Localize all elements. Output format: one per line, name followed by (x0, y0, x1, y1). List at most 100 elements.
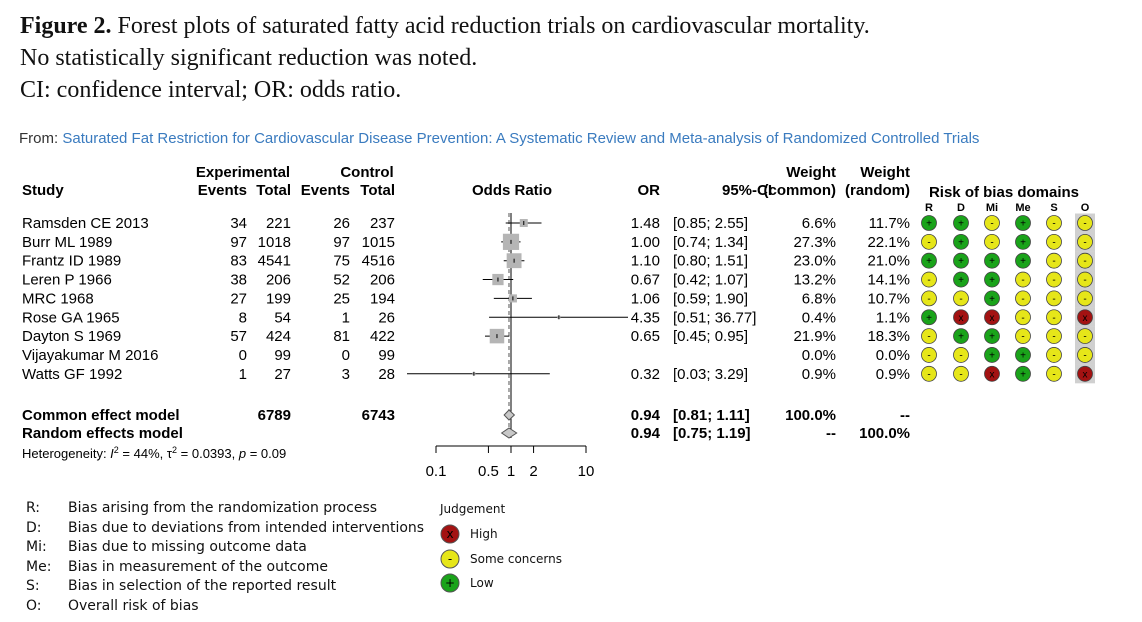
rob-symbol: - (1083, 237, 1086, 248)
het-p-symbol: p (238, 446, 246, 461)
header-weight-common: Weight (786, 164, 836, 181)
study-name: Burr ML 1989 (22, 234, 112, 251)
rob-symbol: + (1020, 237, 1026, 248)
x-axis-tick-label: 1 (507, 463, 515, 480)
or-value: 0.67 (631, 272, 660, 289)
rob-some-icon (953, 347, 969, 363)
het-tau-superscript: 2 (172, 445, 177, 455)
ci-value: [0.85; 2.55] (673, 215, 748, 232)
ctrl-total: 237 (370, 215, 395, 232)
judgement-title: Judgement (440, 502, 506, 516)
domain-key: R: Bias arising from the randomization pr… (26, 500, 424, 617)
header-odds-ratio: Odds Ratio (472, 182, 552, 199)
header-or: OR (638, 182, 661, 199)
rob-symbol: - (1052, 332, 1055, 343)
rob-low-icon (921, 252, 937, 269)
rob-symbol: - (1021, 332, 1024, 343)
header-ctrl-events: Events (301, 182, 350, 199)
rob-low-icon (1015, 252, 1031, 269)
het-i-value: = 44%, (119, 446, 167, 461)
rob-some-icon (921, 328, 937, 345)
rob-symbol: + (958, 256, 964, 267)
weight-common: 0.0% (802, 347, 836, 364)
rob-symbol: + (1020, 256, 1026, 267)
rob-symbol: - (990, 219, 993, 230)
source-article-link[interactable]: Saturated Fat Restriction for Cardiovasc… (62, 130, 980, 147)
rob-symbol: - (1083, 256, 1086, 267)
rob-low-icon (953, 233, 969, 250)
study-name: Dayton S 1969 (22, 328, 121, 345)
rob-symbol: - (1021, 313, 1024, 324)
rob-symbol: - (927, 332, 930, 343)
rob-some-icon (1046, 290, 1062, 307)
weight-common: 13.2% (793, 272, 836, 289)
exp-total: 27 (274, 366, 291, 383)
rob-some-icon (1015, 328, 1031, 345)
ci-value: [0.45; 0.95] (673, 328, 748, 345)
rob-low-icon (921, 215, 937, 231)
rob-some-icon (1046, 252, 1062, 269)
svg-text:x: x (446, 527, 453, 541)
common-exp-total: 6789 (258, 407, 291, 424)
rob-low-icon (953, 271, 969, 288)
rob-column-label: Mi (986, 202, 998, 214)
ci-value: [0.74; 1.34] (673, 234, 748, 251)
rob-high-icon (1077, 309, 1093, 326)
study-name: Leren P 1966 (22, 272, 112, 289)
header-exp-total: Total (256, 182, 291, 199)
rob-some-icon (1046, 347, 1062, 363)
rob-low-icon (1015, 215, 1031, 231)
rob-symbol: - (1052, 313, 1055, 324)
header-common: (common) (764, 182, 837, 199)
study-name: MRC 1968 (22, 290, 94, 307)
rob-some-icon (984, 233, 1000, 250)
weight-random: 11.7% (869, 215, 910, 232)
rob-some-icon (1046, 271, 1062, 288)
weight-common: 0.9% (802, 366, 836, 383)
random-ci: [0.75; 1.19] (673, 425, 751, 442)
rob-low-icon (953, 215, 969, 231)
rob-high-icon (984, 309, 1000, 326)
rob-symbol: + (989, 350, 995, 361)
ci-value: [0.03; 3.29] (673, 366, 748, 383)
caption-text-1: Forest plots of saturated fatty acid red… (111, 13, 870, 39)
header-ctrl-total: Total (360, 182, 395, 199)
rob-symbol: - (927, 275, 930, 286)
exp-events: 1 (239, 366, 247, 383)
or-value: 1.00 (631, 234, 660, 251)
rob-symbol: + (926, 256, 932, 267)
caption-line-1: Figure 2. Forest plots of saturated fatt… (20, 10, 1130, 42)
svg-text:-: - (448, 552, 452, 566)
key-text: Overall risk of bias (68, 597, 199, 614)
rob-symbol: - (927, 350, 930, 361)
caption-text-3: CI: confidence interval; OR: odds ratio. (20, 77, 402, 103)
rob-symbol: - (959, 294, 962, 305)
rob-symbol: + (958, 332, 964, 343)
weight-random: 1.1% (876, 309, 910, 326)
weight-common: 27.3% (793, 234, 836, 251)
ctrl-events: 3 (342, 366, 350, 383)
rob-symbol: - (990, 237, 993, 248)
common-ci: [0.81; 1.11] (673, 407, 750, 424)
ctrl-total: 194 (370, 290, 395, 307)
common-weight-random: -- (900, 407, 910, 424)
exp-events: 0 (239, 347, 247, 364)
ci-value: [0.59; 1.90] (673, 290, 748, 307)
rob-symbol: - (1052, 275, 1055, 286)
common-ctrl-total: 6743 (362, 407, 395, 424)
rob-some-icon (1046, 309, 1062, 326)
header-experimental: Experimental (196, 164, 290, 181)
or-value: 0.65 (631, 328, 660, 345)
ci-value: [0.80; 1.51] (673, 253, 748, 270)
exp-events: 34 (230, 215, 247, 232)
key-row: D: Bias due to deviations from intended i… (26, 520, 424, 540)
key-row: S: Bias in selection of the reported resu… (26, 578, 424, 598)
ctrl-total: 206 (370, 272, 395, 289)
rob-symbol: - (927, 237, 930, 248)
key-text: Bias due to deviations from intended int… (68, 519, 425, 536)
key-text: Bias due to missing outcome data (68, 539, 307, 555)
exp-total: 424 (266, 328, 291, 345)
rob-symbol: + (989, 256, 995, 267)
rob-symbol: + (926, 313, 932, 324)
key-abbr: Me: (26, 558, 52, 575)
